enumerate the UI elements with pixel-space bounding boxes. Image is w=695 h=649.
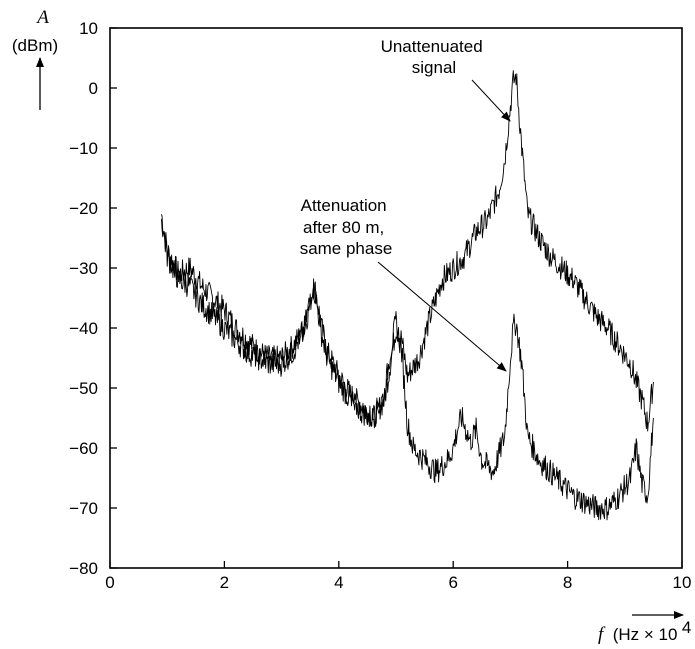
y-tick-label: −70 <box>69 499 98 518</box>
y-tick-label: 10 <box>79 19 98 38</box>
x-tick-label: 6 <box>448 573 457 592</box>
plot-frame <box>109 27 683 569</box>
annotation-unattenuated: Unattenuated signal <box>381 37 488 77</box>
annotation-attenuation-line-1: Attenuation <box>301 196 387 215</box>
y-tick-label: −40 <box>69 319 98 338</box>
y-axis-symbol: A <box>35 7 49 28</box>
annotation-attenuation-line-2: after 80 m, <box>303 218 384 237</box>
y-tick-label: −60 <box>69 439 98 458</box>
x-axis-unit: (Hz × 10 <box>613 625 678 644</box>
unattenuated-signal-line <box>161 70 654 432</box>
x-axis-label: f (Hz × 10 4 ) <box>598 618 695 645</box>
x-tick-label: 4 <box>334 573 343 592</box>
attenuated-signal-line <box>161 218 654 521</box>
series-group <box>161 70 654 521</box>
y-axis-unit: (dBm) <box>12 36 58 55</box>
annotation-unattenuated-arrow <box>471 79 511 122</box>
y-tick-label: −10 <box>69 139 98 158</box>
x-tick-label: 2 <box>220 573 229 592</box>
y-tick-label: −30 <box>69 259 98 278</box>
x-axis-ticks: 0 2 4 6 8 10 <box>105 561 691 592</box>
annotation-unattenuated-line-2: signal <box>412 58 456 77</box>
annotation-attenuation-line-3: same phase <box>300 239 393 258</box>
x-tick-label: 0 <box>105 573 114 592</box>
x-tick-label: 8 <box>563 573 572 592</box>
y-tick-label: −50 <box>69 379 98 398</box>
x-tick-label: 10 <box>673 573 692 592</box>
y-tick-label: −20 <box>69 199 98 218</box>
y-axis-ticks: 10 0 −10 −20 −30 −40 −50 −60 −70 −80 <box>69 19 117 578</box>
y-tick-label: −80 <box>69 559 98 578</box>
x-axis-unit-exponent: 4 <box>682 618 691 637</box>
x-axis-symbol: f <box>598 624 606 645</box>
annotation-unattenuated-line-1: Unattenuated <box>381 37 483 56</box>
annotation-attenuation-arrow <box>377 261 507 372</box>
annotation-attenuation: Attenuation after 80 m, same phase <box>300 196 393 258</box>
y-tick-label: 0 <box>89 79 98 98</box>
